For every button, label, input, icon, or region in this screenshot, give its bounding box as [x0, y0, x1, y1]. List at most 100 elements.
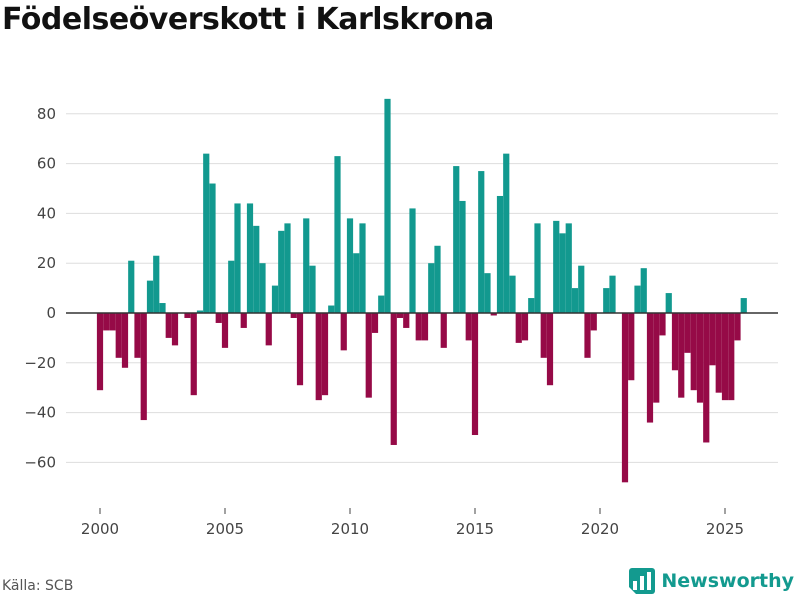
bar — [259, 263, 266, 313]
bar — [728, 313, 735, 401]
bar — [640, 268, 647, 313]
bar — [328, 305, 335, 313]
bar — [584, 313, 591, 358]
bar — [309, 265, 316, 313]
x-axis-ticks: 2000 2005 2010 2015 2020 2025 — [81, 508, 744, 538]
bar — [140, 313, 147, 421]
bar — [240, 313, 247, 328]
y-tick-label: 60 — [37, 155, 56, 173]
bar — [196, 310, 204, 313]
bar — [215, 313, 222, 323]
bar — [546, 313, 554, 386]
bar — [246, 203, 254, 313]
bar — [634, 285, 641, 313]
bar — [353, 253, 360, 313]
bar — [621, 313, 629, 483]
bar — [678, 313, 685, 398]
grid-lines — [66, 113, 778, 463]
bar — [690, 313, 697, 391]
y-axis-ticks: −60 −40 −20 0 20 40 60 80 — [24, 105, 56, 472]
bar — [459, 200, 466, 313]
bar — [346, 218, 354, 313]
bar — [490, 313, 497, 316]
bar — [603, 288, 610, 313]
bar — [440, 313, 447, 348]
x-tick-label: 2005 — [206, 520, 244, 538]
bar — [503, 153, 510, 313]
bar — [703, 313, 710, 443]
bar — [365, 313, 372, 398]
bar — [509, 275, 516, 313]
bar — [471, 313, 479, 436]
bar — [721, 313, 729, 401]
bar — [296, 313, 304, 386]
bar — [96, 313, 104, 391]
bar — [528, 298, 535, 313]
bar — [378, 295, 385, 313]
bar — [321, 313, 329, 396]
bar — [390, 313, 397, 445]
bar — [515, 313, 522, 343]
bar — [653, 313, 660, 403]
bar — [521, 313, 529, 341]
y-tick-label: −60 — [24, 453, 56, 471]
x-tick-label: 2025 — [706, 520, 744, 538]
bar — [334, 156, 341, 313]
bar — [484, 273, 491, 313]
bar — [540, 313, 547, 358]
bar — [271, 285, 279, 313]
x-tick-label: 2010 — [331, 520, 369, 538]
y-tick-label: −20 — [24, 354, 56, 372]
bar — [315, 313, 322, 401]
bar — [221, 313, 229, 348]
bar — [134, 313, 141, 358]
bar — [465, 313, 472, 341]
chart-title: Födelseöverskott i Karlskrona — [2, 2, 494, 37]
bar — [384, 98, 391, 313]
bar — [478, 171, 485, 313]
bar — [715, 313, 722, 393]
bar — [409, 208, 416, 313]
newsworthy-logo-icon — [629, 568, 656, 594]
y-tick-label: 20 — [37, 254, 56, 272]
bar — [121, 313, 129, 368]
bar — [290, 313, 297, 318]
x-tick-label: 2015 — [456, 520, 494, 538]
bar — [553, 220, 560, 313]
brand-name: Newsworthy — [661, 570, 794, 592]
bar — [578, 265, 585, 313]
bar — [415, 313, 422, 341]
x-tick-label: 2020 — [581, 520, 619, 538]
bar — [709, 313, 716, 366]
bar — [453, 166, 460, 313]
bar — [396, 313, 404, 318]
source-label: Källa: SCB — [2, 578, 74, 594]
bar — [284, 223, 291, 313]
bar — [559, 233, 566, 313]
brand-logo[interactable]: Newsworthy — [629, 568, 794, 594]
bar — [496, 195, 504, 313]
bar — [234, 203, 241, 313]
bar — [646, 313, 654, 423]
y-tick-label: 40 — [37, 204, 56, 222]
bar — [428, 263, 435, 313]
bar — [190, 313, 197, 396]
bar — [628, 313, 635, 381]
bar — [171, 313, 179, 346]
bar — [740, 298, 747, 313]
bar — [590, 313, 597, 331]
bar — [265, 313, 272, 346]
bar — [128, 260, 135, 313]
y-tick-label: 80 — [37, 105, 56, 123]
bar — [109, 313, 116, 331]
y-tick-label: 0 — [46, 304, 56, 322]
bar — [571, 288, 579, 313]
bar — [153, 255, 160, 313]
bar — [253, 225, 260, 313]
bar — [165, 313, 172, 338]
bar — [303, 218, 310, 313]
bar — [659, 313, 666, 336]
bar — [434, 245, 441, 313]
bar — [696, 313, 704, 403]
